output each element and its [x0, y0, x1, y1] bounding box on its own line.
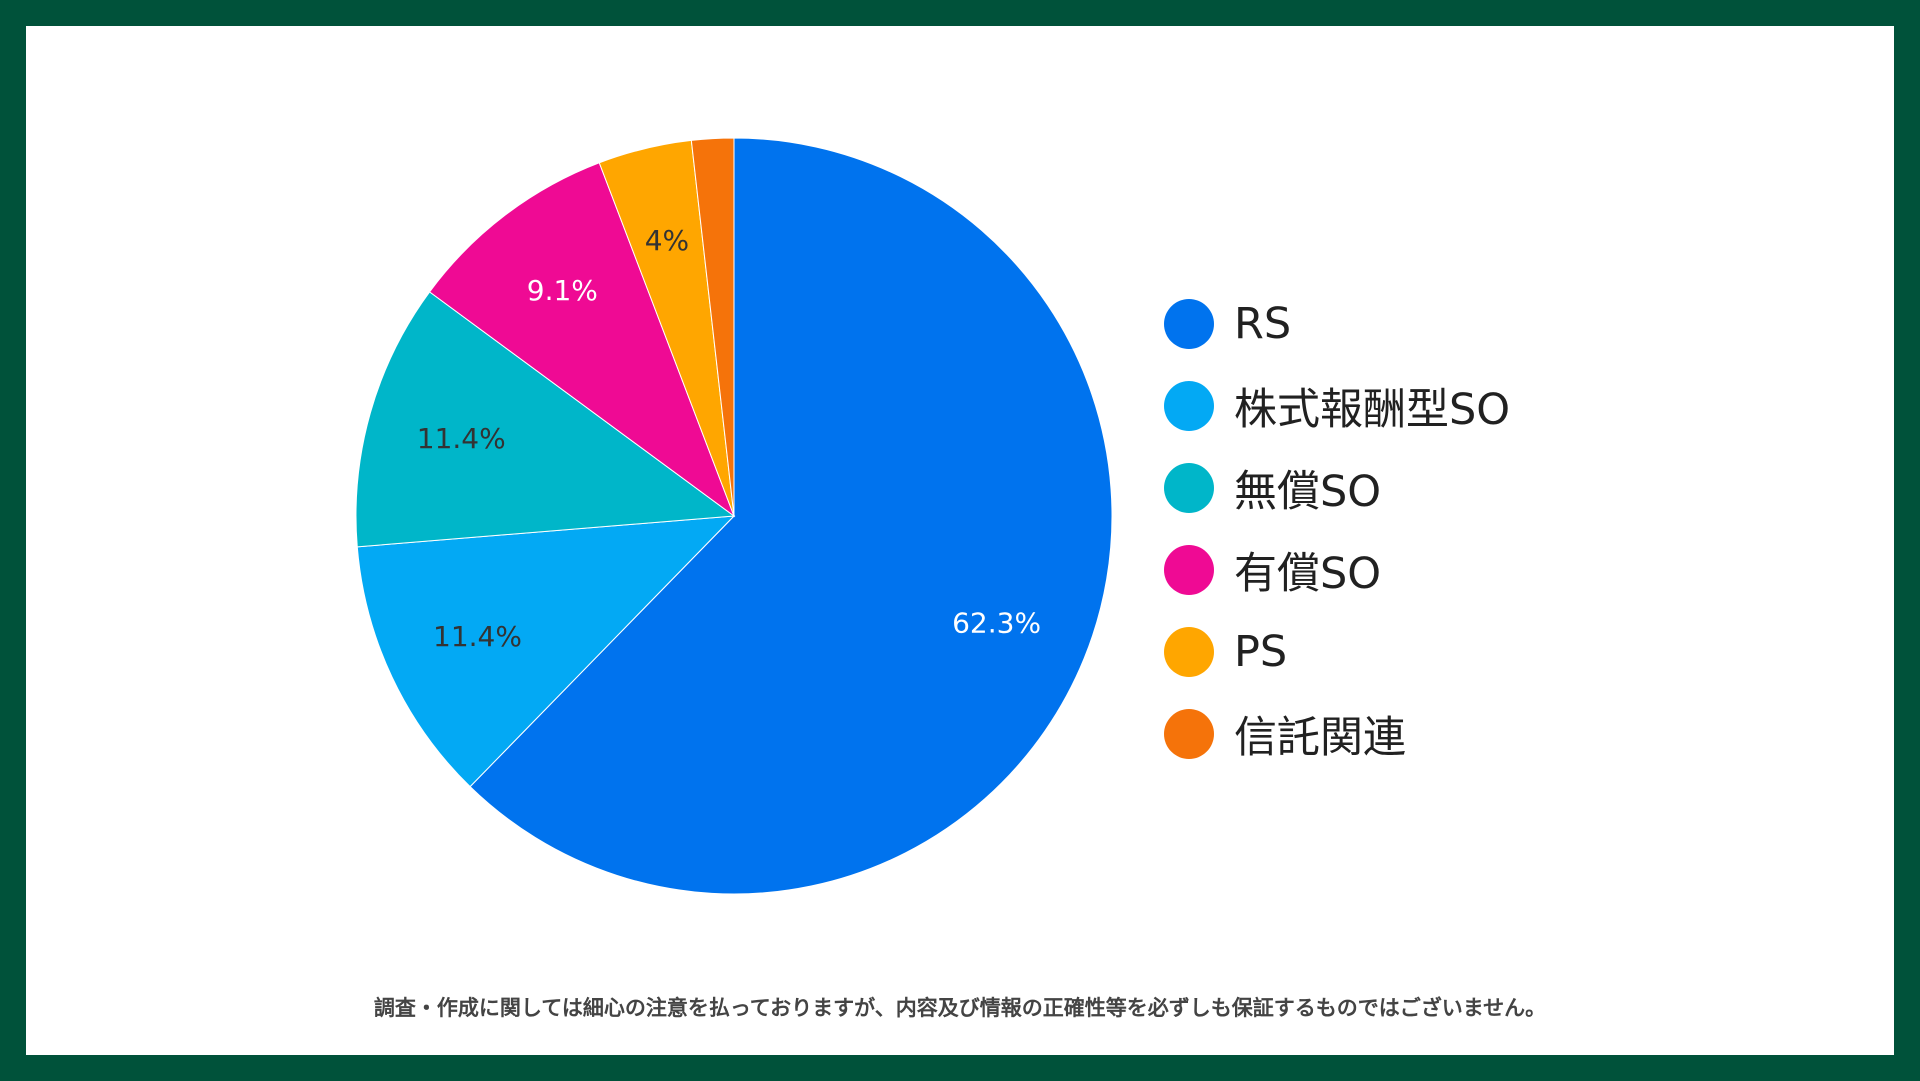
legend-item-yusho-so: 有償SO [1164, 529, 1510, 611]
legend-swatch [1164, 627, 1214, 677]
pie-slice-musho-so [355, 291, 736, 548]
pie-slice-kabushiki-houshuu-so [356, 515, 736, 788]
legend-item-shintaku: 信託関連 [1164, 693, 1510, 775]
legend-label: 信託関連 [1234, 713, 1406, 763]
legend-swatch [1164, 545, 1214, 595]
legend-item-kabushiki-houshuu-so: 株式報酬型SO [1164, 365, 1510, 447]
legend-label: 株式報酬型SO [1234, 385, 1511, 435]
legend-item-musho-so: 無償SO [1164, 447, 1510, 529]
legend-label: 無償SO [1234, 467, 1382, 517]
disclaimer-text: 調査・作成に関しては細心の注意を払っておりますが、内容及び情報の正確性等を必ずし… [373, 996, 1547, 1020]
legend-swatch [1164, 381, 1214, 431]
legend-swatch [1164, 463, 1214, 513]
legend-label: RS [1234, 299, 1292, 349]
pie-slice-rs [469, 137, 1113, 895]
legend-swatch [1164, 299, 1214, 349]
data-label-kabushiki-houshuu-so: 11.4% [433, 620, 522, 653]
legend-item-ps: PS [1164, 611, 1510, 693]
pie-slice-yusho-so [428, 162, 736, 518]
legend-label: PS [1234, 627, 1288, 677]
data-label-ps: 4% [645, 224, 689, 257]
data-label-rs: 62.3% [952, 606, 1041, 639]
legend-label: 有償SO [1234, 549, 1382, 599]
legend-swatch [1164, 709, 1214, 759]
chart-legend: RS 株式報酬型SO 無償SO 有償SO PS 信託関連 [1164, 283, 1510, 775]
data-label-musho-so: 11.4% [417, 422, 506, 455]
pie-slice-shintaku [690, 137, 735, 517]
legend-item-rs: RS [1164, 283, 1510, 365]
data-label-yusho-so: 9.1% [527, 274, 598, 307]
